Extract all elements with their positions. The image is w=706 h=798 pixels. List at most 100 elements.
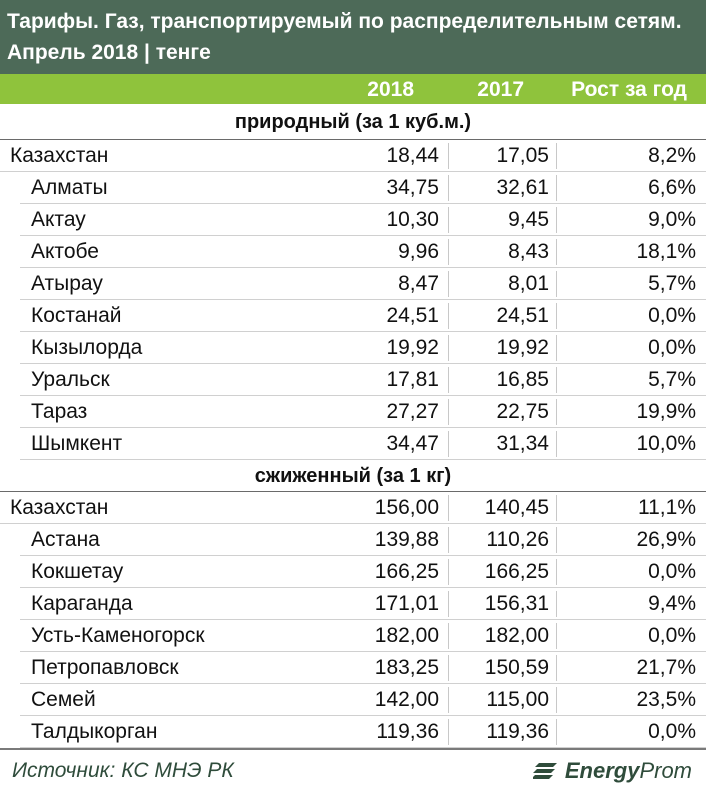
column-separator bbox=[448, 527, 449, 553]
value-2017: 9,45 bbox=[508, 208, 549, 231]
logo-word-energy: Energy bbox=[564, 758, 640, 783]
section-divider bbox=[0, 491, 706, 492]
column-separator bbox=[556, 271, 557, 297]
table-row: Петропавловск 183,25 150,59 21,7% bbox=[0, 652, 706, 684]
table-row: Усть-Каменогорск 182,00 182,00 0,0% bbox=[0, 620, 706, 652]
value-2018: 9,96 bbox=[398, 240, 439, 263]
region-name: Караганда bbox=[31, 592, 133, 615]
value-2017: 32,61 bbox=[496, 176, 549, 199]
value-growth: 0,0% bbox=[648, 304, 696, 327]
column-separator bbox=[556, 399, 557, 425]
title-bar: Тарифы. Газ, транспортируемый по распред… bbox=[0, 0, 706, 74]
value-growth: 19,9% bbox=[636, 400, 696, 423]
section-rows: Казахстан 18,44 17,05 8,2% Алматы 34,75 32,61 6… bbox=[0, 140, 706, 460]
source-note: Источник: КС МНЭ РК bbox=[12, 759, 234, 782]
value-growth: 0,0% bbox=[648, 624, 696, 647]
value-2018: 24,51 bbox=[386, 304, 439, 327]
row-divider bbox=[20, 203, 706, 204]
value-2017: 17,05 bbox=[496, 144, 549, 167]
value-2018: 8,47 bbox=[398, 272, 439, 295]
region-name: Актобе bbox=[31, 240, 99, 263]
value-2018: 166,25 bbox=[374, 560, 439, 583]
region-name: Астана bbox=[31, 528, 100, 551]
value-2018: 183,25 bbox=[374, 656, 439, 679]
column-separator bbox=[448, 623, 449, 649]
row-divider bbox=[20, 331, 706, 332]
value-2018: 139,88 bbox=[374, 528, 439, 551]
table-row: Уральск 17,81 16,85 5,7% bbox=[0, 364, 706, 396]
column-separator bbox=[448, 175, 449, 201]
row-divider bbox=[20, 267, 706, 268]
value-growth: 10,0% bbox=[636, 432, 696, 455]
value-2017: 150,59 bbox=[484, 656, 549, 679]
logo-wordmark: EnergyProm bbox=[565, 756, 692, 786]
table-row: Атырау 8,47 8,01 5,7% bbox=[0, 268, 706, 300]
total-row: Казахстан 18,44 17,05 8,2% bbox=[0, 140, 706, 172]
region-name: Кокшетау bbox=[31, 560, 124, 583]
column-separator bbox=[556, 719, 557, 745]
energyprom-logo-icon bbox=[532, 763, 557, 779]
table-row: Семей 142,00 115,00 23,5% bbox=[0, 684, 706, 716]
column-separator bbox=[556, 143, 557, 169]
table-row: Астана 139,88 110,26 26,9% bbox=[0, 524, 706, 556]
column-separator bbox=[448, 143, 449, 169]
column-separator bbox=[448, 687, 449, 713]
column-separator bbox=[556, 527, 557, 553]
table-row: Караганда 171,01 156,31 9,4% bbox=[0, 588, 706, 620]
table-title: Тарифы. Газ, транспортируемый по распред… bbox=[7, 10, 682, 33]
section-title: сжиженный (за 1 кг) bbox=[254, 465, 452, 487]
table-row: Актау 10,30 9,45 9,0% bbox=[0, 204, 706, 236]
section-title: природный (за 1 куб.м.) bbox=[234, 111, 472, 133]
column-separator bbox=[556, 623, 557, 649]
region-name: Актау bbox=[31, 208, 86, 231]
row-divider bbox=[20, 619, 706, 620]
column-separator bbox=[556, 431, 557, 457]
row-divider bbox=[20, 459, 706, 460]
column-separator bbox=[448, 207, 449, 233]
row-divider bbox=[20, 395, 706, 396]
region-name: Семей bbox=[31, 688, 96, 711]
column-separator bbox=[556, 335, 557, 361]
row-divider bbox=[20, 651, 706, 652]
column-separator bbox=[556, 559, 557, 585]
value-2017: 24,51 bbox=[496, 304, 549, 327]
column-separator bbox=[448, 719, 449, 745]
column-separator bbox=[448, 591, 449, 617]
value-2017: 8,43 bbox=[508, 240, 549, 263]
table-subtitle: Апрель 2018 | тенге bbox=[7, 41, 211, 64]
section-rows: Казахстан 156,00 140,45 11,1% Астана 139,88 11… bbox=[0, 492, 706, 748]
value-2018: 171,01 bbox=[374, 592, 439, 615]
value-2017: 8,01 bbox=[508, 272, 549, 295]
column-separator bbox=[448, 335, 449, 361]
value-2017: 22,75 bbox=[496, 400, 549, 423]
column-header-2018: 2018 bbox=[367, 78, 414, 101]
column-separator bbox=[448, 559, 449, 585]
value-growth: 21,7% bbox=[636, 656, 696, 679]
logo-word-prom: Prom bbox=[639, 758, 692, 783]
value-2017: 140,45 bbox=[484, 496, 549, 519]
table-row: Алматы 34,75 32,61 6,6% bbox=[0, 172, 706, 204]
value-2017: 166,25 bbox=[484, 560, 549, 583]
column-separator bbox=[556, 495, 557, 521]
column-separator bbox=[448, 271, 449, 297]
row-divider bbox=[20, 587, 706, 588]
region-name: Талдыкорган bbox=[31, 720, 158, 743]
column-separator bbox=[448, 431, 449, 457]
row-divider bbox=[0, 523, 706, 524]
table-row: Кокшетау 166,25 166,25 0,0% bbox=[0, 556, 706, 588]
table-row: Тараз 27,27 22,75 19,9% bbox=[0, 396, 706, 428]
row-divider bbox=[20, 683, 706, 684]
region-name: Алматы bbox=[31, 176, 108, 199]
value-growth: 5,7% bbox=[648, 272, 696, 295]
row-divider bbox=[20, 715, 706, 716]
value-2018: 156,00 bbox=[374, 496, 439, 519]
column-separator bbox=[448, 239, 449, 265]
column-separator bbox=[556, 303, 557, 329]
row-divider bbox=[0, 171, 706, 172]
value-growth: 23,5% bbox=[636, 688, 696, 711]
value-2017: 156,31 bbox=[484, 592, 549, 615]
value-2018: 19,92 bbox=[386, 336, 439, 359]
column-separator bbox=[556, 655, 557, 681]
value-growth: 0,0% bbox=[648, 560, 696, 583]
region-name: Тараз bbox=[31, 400, 88, 423]
